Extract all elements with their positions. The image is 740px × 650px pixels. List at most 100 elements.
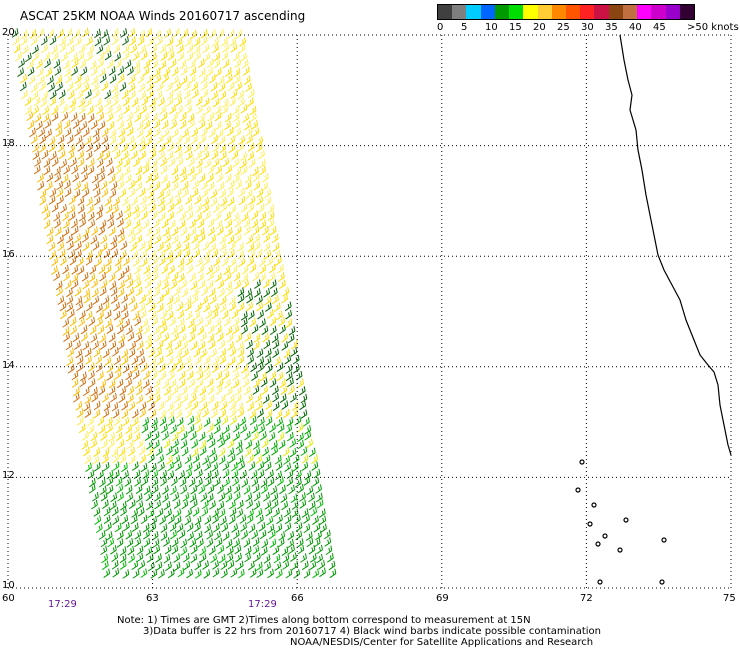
- wind-barb: [98, 424, 106, 434]
- wind-barb: [97, 112, 105, 122]
- wind-barb: [125, 432, 133, 442]
- wind-barb: [215, 164, 223, 175]
- wind-barb: [119, 454, 127, 464]
- wind-barb: [261, 538, 269, 549]
- wind-barb: [49, 250, 57, 260]
- wind-barb: [227, 81, 235, 92]
- wind-barb: [67, 89, 75, 100]
- wind-barb: [200, 74, 208, 84]
- wind-barb: [107, 166, 115, 176]
- wind-barb: [113, 196, 120, 207]
- wind-barb: [68, 104, 76, 114]
- wind-barb: [150, 515, 158, 526]
- wind-barb: [102, 348, 110, 359]
- wind-barb: [120, 506, 127, 517]
- wind-barb: [55, 75, 63, 85]
- wind-barb: [327, 553, 334, 563]
- wind-barb: [99, 340, 107, 350]
- wind-barb: [286, 477, 294, 487]
- wind-barb: [180, 431, 188, 441]
- wind-barb: [216, 332, 224, 342]
- wind-barb: [48, 241, 56, 252]
- wind-barb: [206, 279, 214, 290]
- wind-barb: [241, 58, 249, 69]
- wind-barb: [75, 295, 83, 306]
- wind-barb: [123, 318, 131, 329]
- wind-barb: [264, 348, 272, 358]
- wind-barb: [189, 172, 197, 183]
- wind-barb: [189, 272, 196, 282]
- wind-barb: [179, 477, 187, 487]
- wind-barb: [204, 515, 212, 525]
- wind-barb: [232, 363, 240, 373]
- lon-label-75: 75: [723, 593, 736, 604]
- wind-barb: [234, 127, 242, 138]
- wind-barb: [212, 264, 220, 275]
- wind-barb: [287, 538, 294, 549]
- wind-barb: [196, 158, 203, 169]
- wind-barb: [219, 408, 227, 419]
- wind-barb: [58, 89, 66, 100]
- wind-barb: [257, 514, 264, 525]
- wind-barb: [77, 265, 85, 275]
- wind-barb: [62, 326, 70, 336]
- wind-barb: [156, 36, 163, 46]
- wind-barb: [21, 44, 29, 55]
- wind-barb: [173, 553, 181, 563]
- wind-barb: [171, 128, 179, 138]
- colorbar-swatch: [509, 5, 524, 19]
- wind-barb: [185, 104, 193, 115]
- wind-barb: [111, 506, 119, 517]
- wind-barb: [287, 377, 294, 388]
- wind-barb: [97, 58, 104, 69]
- wind-barb: [145, 173, 153, 184]
- wind-barb: [213, 416, 221, 427]
- wind-barb: [104, 264, 112, 275]
- wind-barb: [219, 303, 227, 313]
- wind-barb: [240, 522, 247, 532]
- wind-barb: [180, 538, 188, 549]
- wind-barb: [227, 447, 235, 458]
- wind-barb: [216, 172, 224, 183]
- wind-barb: [124, 210, 132, 221]
- wind-barb: [240, 151, 248, 161]
- wind-barb: [68, 211, 76, 221]
- wind-barb: [224, 485, 232, 496]
- wind-barb: [100, 431, 107, 441]
- wind-barb: [272, 348, 280, 359]
- wind-barb: [106, 469, 114, 480]
- wind-barb: [189, 538, 197, 548]
- wind-barb: [57, 142, 65, 153]
- wind-barb: [184, 143, 192, 154]
- wind-barb: [184, 97, 192, 107]
- wind-barb: [249, 105, 257, 116]
- wind-barb: [225, 73, 233, 84]
- wind-barb: [41, 90, 49, 101]
- wind-barb: [109, 500, 117, 511]
- wind-barb: [153, 544, 161, 555]
- wind-barb: [48, 195, 56, 205]
- wind-barb: [65, 340, 73, 351]
- wind-barb: [248, 560, 255, 571]
- wind-barb: [226, 187, 234, 198]
- wind-barb: [117, 218, 124, 228]
- colorbar-swatch: [523, 5, 538, 19]
- wind-barb: [175, 409, 183, 419]
- wind-barb: [256, 568, 264, 579]
- wind-barb: [174, 515, 182, 526]
- wind-barb: [78, 317, 85, 327]
- wind-barb: [79, 377, 87, 388]
- wind-barb: [111, 447, 119, 457]
- wind-barb: [208, 226, 215, 236]
- wind-barb: [210, 197, 218, 207]
- wind-barb: [256, 348, 264, 359]
- wind-barb: [87, 469, 95, 480]
- wind-barb: [219, 150, 227, 161]
- wind-barb: [256, 195, 264, 206]
- wind-barb: [106, 476, 114, 487]
- wind-barb: [212, 560, 219, 570]
- island: [617, 547, 623, 553]
- wind-barb: [283, 455, 290, 465]
- wind-barb: [199, 446, 207, 456]
- wind-barb: [143, 370, 150, 380]
